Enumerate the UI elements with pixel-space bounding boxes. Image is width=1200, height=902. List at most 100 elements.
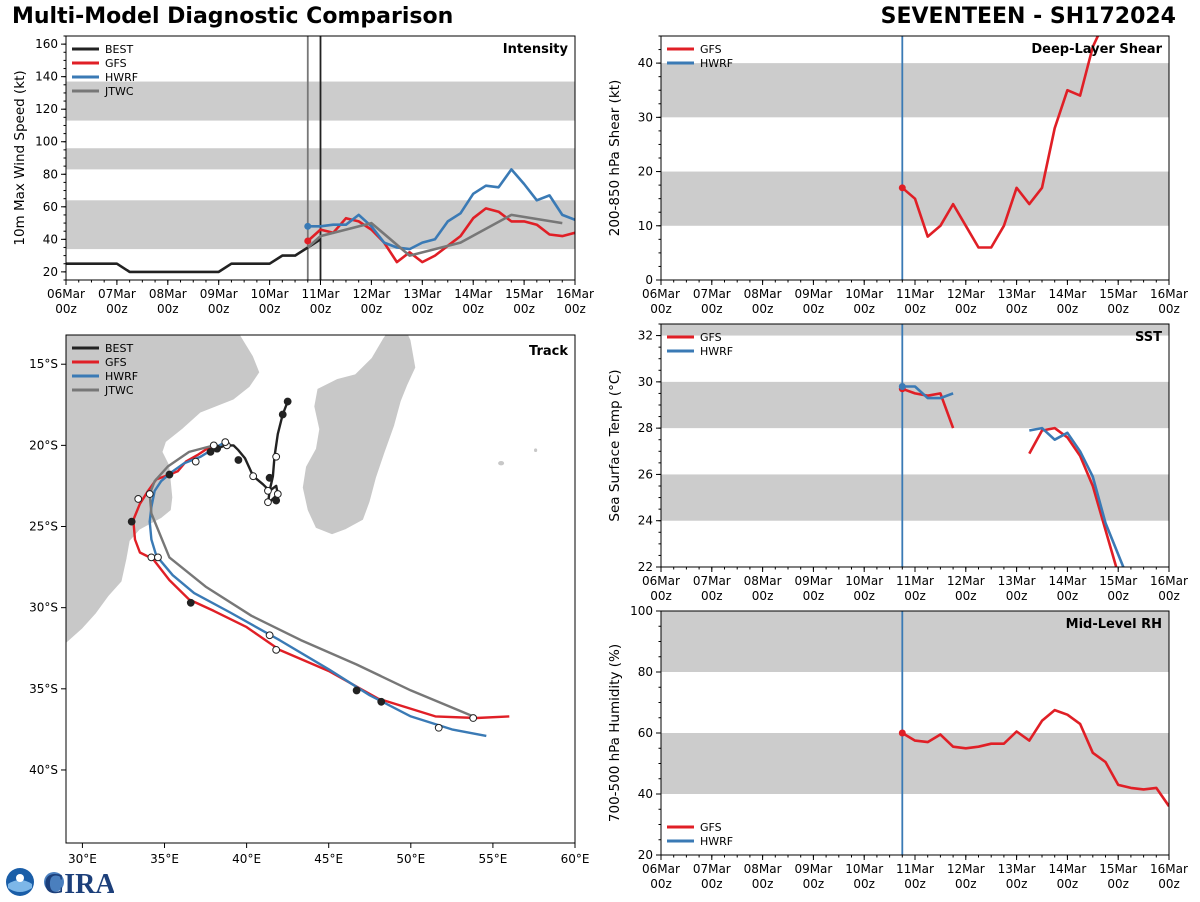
intensity-legend-label: HWRF: [105, 71, 138, 84]
track-marker-best: [264, 498, 272, 507]
intensity-ytick-label: 40: [43, 232, 58, 246]
track-marker-hwrf: [191, 457, 200, 466]
rh-start-point: [898, 729, 906, 737]
sst-ytick-label: 24: [638, 514, 653, 528]
intensity-ytick-label: 80: [43, 167, 58, 181]
track-xtick-label: 40°E: [232, 852, 261, 866]
intensity-xtick-sublabel: 00z: [564, 302, 586, 316]
shear-xtick-sublabel: 00z: [1107, 302, 1129, 316]
rh-xtick-sublabel: 00z: [1107, 877, 1129, 891]
sst-ytick-label: 32: [638, 329, 653, 343]
sst-xtick-label: 07Mar: [693, 574, 731, 588]
track-marker-best: [283, 397, 292, 406]
track-marker-hwrf: [265, 631, 274, 640]
intensity-xtick-label: 11Mar: [302, 287, 340, 301]
track-xtick-label: 55°E: [478, 852, 507, 866]
shear-start-point: [898, 184, 906, 192]
shear-xtick-sublabel: 00z: [904, 302, 926, 316]
shear-xtick-label: 06Mar: [642, 287, 680, 301]
sst-title: SST: [1135, 330, 1162, 345]
sst-xtick-sublabel: 00z: [701, 589, 723, 603]
track-legend-label: HWRF: [105, 370, 138, 383]
track-marker-best: [265, 473, 274, 482]
sst-band: [661, 324, 1169, 336]
sst-xtick-label: 12Mar: [947, 574, 985, 588]
intensity-xtick-sublabel: 00z: [361, 302, 383, 316]
rh-legend-label: HWRF: [700, 835, 733, 848]
shear-xtick-label: 13Mar: [998, 287, 1036, 301]
shear-xtick-label: 11Mar: [896, 287, 934, 301]
track-marker-gfs: [186, 598, 195, 607]
sst-xtick-label: 13Mar: [998, 574, 1036, 588]
storm-id: SEVENTEEN - SH172024: [880, 4, 1176, 29]
rh-xtick-label: 10Mar: [845, 862, 883, 876]
track-marker-hwrf: [221, 438, 230, 447]
sst-xtick-label: 06Mar: [642, 574, 680, 588]
sst-xtick-sublabel: 00z: [1057, 589, 1079, 603]
rh-xtick-sublabel: 00z: [1158, 877, 1180, 891]
intensity-xtick-sublabel: 00z: [259, 302, 281, 316]
sst-xtick-label: 09Mar: [794, 574, 832, 588]
rh-xtick-label: 14Mar: [1048, 862, 1086, 876]
shear-title: Deep-Layer Shear: [1031, 42, 1162, 57]
sst-ylabel: Sea Surface Temp (°C): [607, 369, 623, 521]
intensity-ytick-label: 120: [35, 102, 58, 116]
intensity-xtick-sublabel: 00z: [157, 302, 179, 316]
intensity-xtick-label: 16Mar: [556, 287, 594, 301]
intensity-xtick-label: 07Mar: [98, 287, 136, 301]
rh-xtick-label: 12Mar: [947, 862, 985, 876]
intensity-ytick-label: 100: [35, 135, 58, 149]
rh-xtick-sublabel: 00z: [650, 877, 672, 891]
sst-xtick-label: 16Mar: [1150, 574, 1188, 588]
shear-ytick-label: 20: [638, 165, 653, 179]
mauritius-island: [533, 448, 538, 453]
rh-ytick-label: 60: [638, 726, 653, 740]
intensity-start-point: [304, 222, 312, 230]
track-ytick-label: 30°S: [29, 601, 58, 615]
sst-xtick-sublabel: 00z: [1006, 589, 1028, 603]
shear-xtick-label: 14Mar: [1048, 287, 1086, 301]
sst-series-gfs: [901, 387, 955, 429]
shear-ytick-label: 30: [638, 110, 653, 124]
track-marker-best: [206, 447, 215, 456]
rh-ytick-label: 20: [638, 848, 653, 862]
intensity-xtick-label: 15Mar: [505, 287, 543, 301]
intensity-xtick-label: 06Mar: [47, 287, 85, 301]
track-xtick-label: 30°E: [68, 852, 97, 866]
rh-xtick-sublabel: 00z: [803, 877, 825, 891]
shear-xtick-sublabel: 00z: [701, 302, 723, 316]
rh-series-gfs: [901, 708, 1169, 807]
rh-xtick-label: 09Mar: [794, 862, 832, 876]
rh-xtick-sublabel: 00z: [752, 877, 774, 891]
shear-series-gfs: [901, 36, 1100, 249]
rh-title: Mid-Level RH: [1066, 617, 1162, 632]
track-frame: [65, 334, 576, 844]
sst-xtick-sublabel: 00z: [853, 589, 875, 603]
chart-shear: 01020304006Mar00z07Mar00z08Mar00z09Mar00…: [607, 35, 1188, 316]
sst-xtick-sublabel: 00z: [904, 589, 926, 603]
track-ytick-label: 40°S: [29, 763, 58, 777]
sst-xtick-label: 14Mar: [1048, 574, 1086, 588]
shear-ytick-label: 40: [638, 56, 653, 70]
intensity-ylabel: 10m Max Wind Speed (kt): [12, 70, 28, 245]
rh-band: [661, 611, 1169, 672]
track-marker-gfs: [272, 645, 281, 654]
intensity-ytick-label: 60: [43, 200, 58, 214]
shear-xtick-sublabel: 00z: [1006, 302, 1028, 316]
intensity-xtick-sublabel: 00z: [55, 302, 77, 316]
track-ytick-label: 25°S: [29, 520, 58, 534]
chart-rh: 2040608010006Mar00z07Mar00z08Mar00z09Mar…: [607, 604, 1188, 891]
globe-icon: [44, 872, 64, 892]
track-marker-gfs: [147, 553, 156, 562]
chart-intensity: 2040608010012014016006Mar00z07Mar00z08Ma…: [12, 35, 594, 316]
track-marker-best: [272, 496, 281, 505]
chart-track: 30°E 35°E 40°E 45°E 50°E 55°E 60°E 15°S 20°S 25°S…: [29, 334, 589, 866]
intensity-xtick-sublabel: 00z: [513, 302, 535, 316]
shear-ytick-label: 0: [645, 273, 653, 287]
shear-legend-label: HWRF: [700, 57, 733, 70]
shear-xtick-sublabel: 00z: [1057, 302, 1079, 316]
madagascar-landmass: [301, 335, 417, 536]
rh-ylabel: 700-500 hPa Humidity (%): [607, 644, 623, 822]
shear-xtick-label: 16Mar: [1150, 287, 1188, 301]
